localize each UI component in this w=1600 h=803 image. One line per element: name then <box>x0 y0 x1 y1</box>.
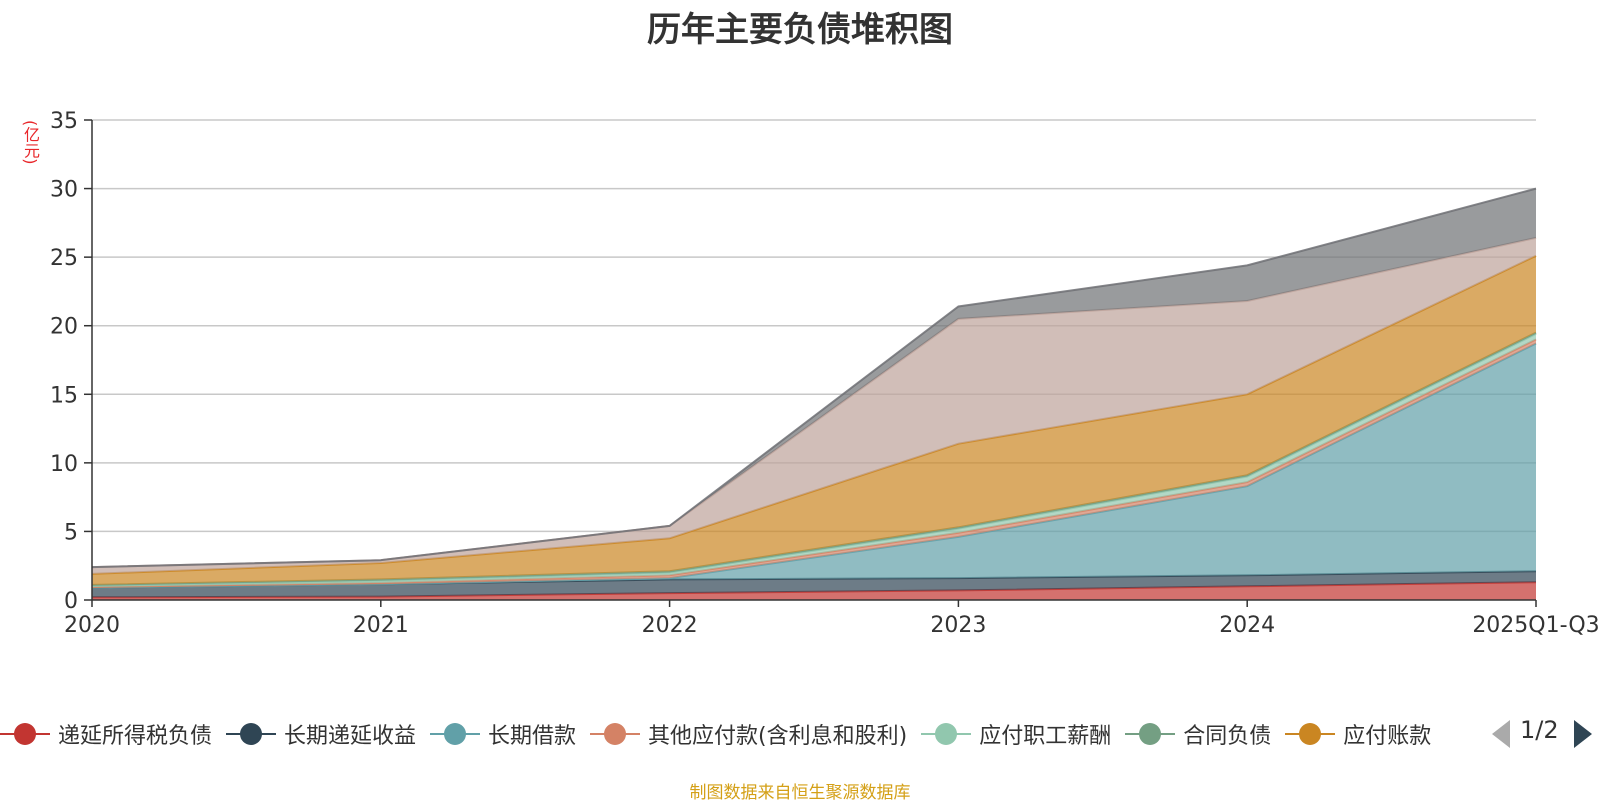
y-tick-label: 20 <box>50 315 78 340</box>
stacked-area-chart: 0 5 10 15 20 25 30 35 2020 2021 2022 2023 2024 2025Q1… <box>50 109 1600 638</box>
legend-item[interactable]: 应付账款 <box>1285 712 1431 756</box>
legend-label: 递延所得税负债 <box>58 724 213 749</box>
x-tick-label: 2020 <box>64 613 120 638</box>
area-应付票据[interactable] <box>92 237 1536 574</box>
y-tick-label: 0 <box>64 589 78 614</box>
legend-marker-icon <box>921 722 972 746</box>
x-tick-label: 2024 <box>1219 613 1275 638</box>
legend-marker-icon <box>226 722 277 746</box>
x-tick-label: 2023 <box>930 613 986 638</box>
legend-pager: 1/2 <box>1490 712 1600 756</box>
x-tick-label: 2022 <box>642 613 698 638</box>
legend-marker-icon <box>1125 722 1176 746</box>
legend-marker-icon <box>0 722 50 746</box>
legend-label: 应付职工薪酬 <box>979 724 1112 749</box>
legend-marker-icon <box>1285 722 1336 746</box>
legend-item[interactable]: 递延所得税负债 <box>0 712 212 756</box>
legend-label: 其他应付款(含利息和股利) <box>648 724 908 749</box>
legend-item[interactable]: 合同负债 <box>1125 712 1271 756</box>
area-line-短期借款 <box>91 187 1537 569</box>
legend-marker-icon <box>430 722 481 746</box>
y-axis-unit: (亿元) <box>21 120 40 165</box>
area-应付账款[interactable] <box>92 255 1536 585</box>
legend-label: 长期借款 <box>488 724 577 749</box>
y-tick-label: 10 <box>50 452 78 477</box>
legend-item[interactable]: 其他应付款(含利息和股利) <box>590 712 907 756</box>
data-source-note: 制图数据来自恒生聚源数据库 <box>689 783 911 803</box>
area-短期借款[interactable] <box>92 188 1536 568</box>
legend-next-page-button[interactable] <box>1574 720 1592 748</box>
area-递延所得税负债[interactable] <box>92 582 1536 600</box>
legend-item[interactable]: 应付职工薪酬 <box>921 712 1111 756</box>
y-tick-label: 30 <box>50 178 78 203</box>
legend: 递延所得税负债 长期递延收益 长期借款 其他应付款(含利息和股利) 应付职工薪酬 合同负债… <box>0 712 1600 756</box>
legend-item[interactable]: 长期借款 <box>430 712 576 756</box>
chart-title: 历年主要负债堆积图 <box>647 10 953 50</box>
legend-label: 长期递延收益 <box>284 724 417 749</box>
legend-label: 应付账款 <box>1343 724 1432 749</box>
area-长期借款[interactable] <box>92 343 1536 588</box>
legend-page-indicator: 1/2 <box>1520 716 1559 744</box>
y-tick-label: 25 <box>50 246 78 271</box>
legend-item[interactable]: 长期递延收益 <box>226 712 416 756</box>
y-tick-label: 35 <box>50 109 78 134</box>
y-tick-label: 15 <box>50 383 78 408</box>
area-series <box>91 187 1537 600</box>
x-tick-label: 2025Q1-Q3 <box>1472 613 1599 638</box>
legend-prev-page-button[interactable] <box>1492 720 1510 748</box>
legend-marker-icon <box>590 722 641 746</box>
x-tick-label: 2021 <box>353 613 409 638</box>
axes: 0 5 10 15 20 25 30 35 2020 2021 2022 2023 2024 2025Q1… <box>50 109 1600 638</box>
area-长期递延收益[interactable] <box>92 571 1536 598</box>
y-tick-label: 5 <box>64 520 78 545</box>
legend-label: 合同负债 <box>1183 724 1272 749</box>
legend-items: 递延所得税负债 长期递延收益 长期借款 其他应付款(含利息和股利) 应付职工薪酬 合同负债… <box>0 712 1490 756</box>
